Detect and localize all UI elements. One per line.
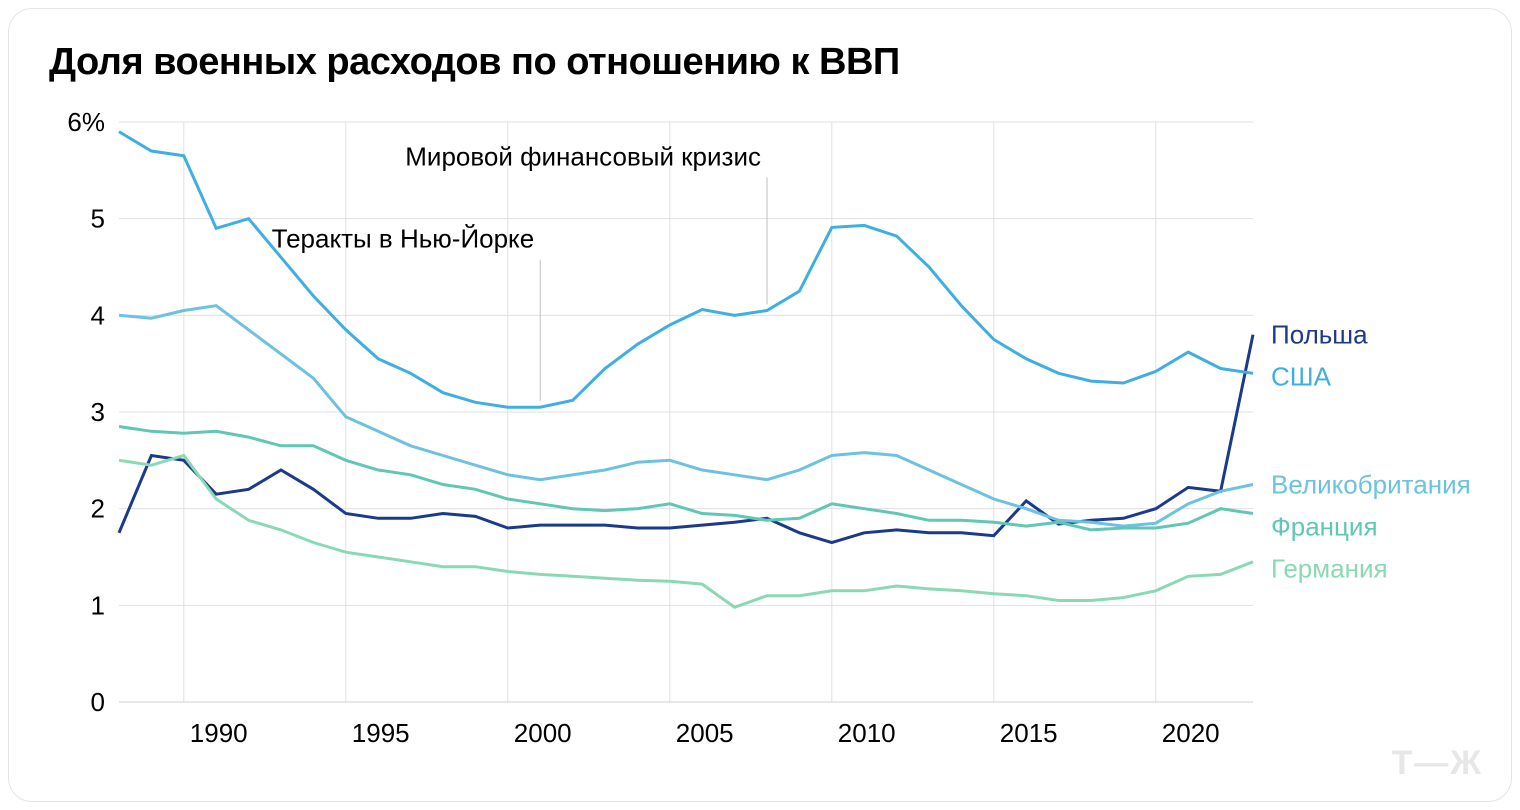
y-tick-label: 6% bbox=[67, 107, 105, 137]
series-Польша bbox=[119, 335, 1253, 543]
series-Франция bbox=[119, 427, 1253, 530]
y-tick-label: 5 bbox=[91, 204, 105, 234]
legend-label: Великобритания bbox=[1271, 470, 1471, 500]
series-Германия bbox=[119, 456, 1253, 608]
chart-card: Доля военных расходов по отношению к ВВП… bbox=[8, 8, 1512, 802]
y-tick-label: 0 bbox=[91, 687, 105, 717]
legend-label: США bbox=[1271, 362, 1332, 392]
annotation-label: Мировой финансовый кризис bbox=[405, 142, 761, 172]
x-tick-label: 2005 bbox=[676, 718, 734, 748]
legend-label: Польша bbox=[1271, 320, 1368, 350]
x-tick-label: 1995 bbox=[352, 718, 410, 748]
chart-area: 0 1 2 3 4 5 6% 1990 1995 2000 2005 2010 2015 2020 Тера… bbox=[49, 102, 1471, 762]
series-США bbox=[119, 132, 1253, 408]
x-tick-label: 2010 bbox=[838, 718, 896, 748]
y-tick-label: 4 bbox=[91, 300, 105, 330]
y-tick-label: 3 bbox=[91, 397, 105, 427]
series-Великобритания bbox=[119, 306, 1253, 526]
x-tick-label: 2000 bbox=[514, 718, 572, 748]
legend-label: Франция bbox=[1271, 512, 1378, 542]
y-tick-label: 1 bbox=[91, 590, 105, 620]
x-tick-label: 2020 bbox=[1162, 718, 1220, 748]
x-tick-label: 2015 bbox=[1000, 718, 1058, 748]
legend-label: Германия bbox=[1271, 554, 1388, 584]
chart-title: Доля военных расходов по отношению к ВВП bbox=[49, 41, 1471, 84]
y-tick-label: 2 bbox=[91, 494, 105, 524]
annotation-label: Теракты в Нью-Йорке bbox=[272, 224, 535, 254]
x-tick-label: 1990 bbox=[190, 718, 248, 748]
line-chart-svg: 0 1 2 3 4 5 6% 1990 1995 2000 2005 2010 2015 2020 Тера… bbox=[49, 102, 1473, 762]
watermark: Т—Ж bbox=[1392, 744, 1484, 783]
